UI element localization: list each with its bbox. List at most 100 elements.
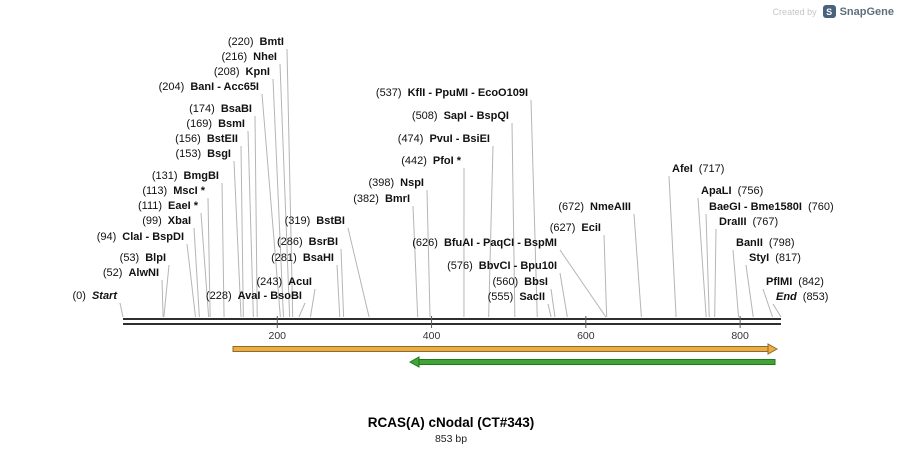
site-position: (228) xyxy=(205,290,232,302)
site-name: NheI xyxy=(253,51,277,63)
site-position: (798) xyxy=(768,237,795,249)
sequence-line xyxy=(123,323,781,325)
site-position: (560) xyxy=(492,276,519,288)
site-label-AlwNI[interactable]: (52) AlwNI xyxy=(103,267,159,280)
leader-line xyxy=(488,145,494,318)
site-label-BanI-Acc65I[interactable]: (204) BanI - Acc65I xyxy=(159,81,259,94)
site-label-BbvCI-Bpu10I[interactable]: (576) BbvCI - Bpu10I xyxy=(447,260,557,273)
site-label-Start[interactable]: (0) Start xyxy=(72,290,117,303)
site-label-EaeI[interactable]: (111) EaeI * xyxy=(138,200,198,213)
site-label-SacII[interactable]: (555) SacII xyxy=(488,291,545,304)
site-position: (216) xyxy=(221,51,248,63)
site-position: (627) xyxy=(549,222,576,234)
site-label-BmrI[interactable]: (382) BmrI xyxy=(353,193,410,206)
site-name: BsrBI xyxy=(308,236,338,248)
site-label-BsaBI[interactable]: (174) BsaBI xyxy=(189,103,252,116)
feature-arrow-forward-head[interactable] xyxy=(767,343,779,355)
site-label-NheI[interactable]: (216) NheI xyxy=(221,51,277,64)
site-name: PfoI * xyxy=(432,155,461,167)
site-name: BanII xyxy=(736,237,763,249)
site-position: (508) xyxy=(411,110,438,122)
site-name: BsaBI xyxy=(220,103,252,115)
leader-line xyxy=(511,122,516,318)
leader-line xyxy=(633,213,642,318)
leader-line xyxy=(261,93,281,318)
site-label-BsmI[interactable]: (169) BsmI xyxy=(186,118,245,131)
site-position: (113) xyxy=(142,185,168,197)
site-position: (169) xyxy=(186,118,213,130)
site-label-ApaLI[interactable]: ApaLI (756) xyxy=(701,185,763,198)
site-position: (99) xyxy=(142,215,162,227)
site-name: BmgBI xyxy=(183,170,219,182)
site-position: (760) xyxy=(807,201,834,213)
feature-arrow-forward[interactable] xyxy=(232,346,769,352)
site-label-SapI-BspQI[interactable]: (508) SapI - BspQI xyxy=(412,110,509,123)
site-label-BbsI[interactable]: (560) BbsI xyxy=(492,276,548,289)
snapgene-logo-icon: S xyxy=(822,5,836,18)
site-label-BstBI[interactable]: (319) BstBI xyxy=(285,215,345,228)
site-label-DraIII[interactable]: DraIII (767) xyxy=(719,216,778,229)
site-position: (767) xyxy=(752,216,779,228)
site-name: AvaI - BsoBI xyxy=(237,290,302,302)
site-label-ClaI-BspDI[interactable]: (94) ClaI - BspDI xyxy=(97,231,184,244)
site-label-StyI[interactable]: StyI (817) xyxy=(749,252,801,265)
watermark: Created by S SnapGene xyxy=(773,5,894,18)
site-position: (576) xyxy=(447,260,473,272)
site-position: (52) xyxy=(102,267,123,279)
leader-line xyxy=(762,288,773,318)
leader-line xyxy=(186,243,197,318)
feature-arrow-reverse[interactable] xyxy=(418,359,776,365)
site-name: BstBI xyxy=(316,215,345,227)
site-position: (243) xyxy=(256,276,283,288)
site-label-BfuAI-PaqCI-BspMI[interactable]: (626) BfuAI - PaqCI - BspMI xyxy=(412,237,557,250)
site-name: Start xyxy=(91,290,117,302)
site-name: BanI - Acc65I xyxy=(190,81,259,93)
leader-line xyxy=(247,130,254,318)
site-name: BmrI xyxy=(384,193,410,205)
site-label-AcuI[interactable]: (243) AcuI xyxy=(256,276,312,289)
site-position: (94) xyxy=(96,231,117,243)
leader-line xyxy=(200,212,210,318)
site-label-AvaI-BsoBI[interactable]: (228) AvaI - BsoBI xyxy=(206,290,302,303)
site-position: (220) xyxy=(227,36,254,48)
site-label-BsrBI[interactable]: (286) BsrBI xyxy=(277,236,338,249)
site-label-XbaI[interactable]: (99) XbaI xyxy=(142,215,191,228)
leader-line xyxy=(772,303,782,318)
site-label-KpnI[interactable]: (208) KpnI xyxy=(214,66,270,79)
feature-arrow-reverse-head[interactable] xyxy=(408,356,420,368)
ruler-tick-label: 800 xyxy=(731,330,749,342)
site-name: BaeGI - Bme1580I xyxy=(709,201,802,213)
leader-line xyxy=(279,63,291,318)
site-position: (474) xyxy=(397,133,424,145)
site-label-BanII[interactable]: BanII (798) xyxy=(736,237,795,250)
leader-line xyxy=(193,227,200,318)
site-label-PfoI[interactable]: (442) PfoI * xyxy=(401,155,461,168)
site-position: (156) xyxy=(175,133,201,145)
site-label-PvuI-BsiEI[interactable]: (474) PvuI - BsiEI xyxy=(398,133,490,146)
site-label-End[interactable]: End (853) xyxy=(776,291,828,304)
leader-line xyxy=(745,264,754,318)
site-label-KflI-PpuMI-EcoO109I[interactable]: (537) KflI - PpuMI - EcoO109I xyxy=(376,87,528,100)
sequence-line xyxy=(123,318,781,320)
site-label-BsgI[interactable]: (153) BsgI xyxy=(175,148,231,161)
site-position: (153) xyxy=(175,148,202,160)
site-label-PflMI[interactable]: PflMI (842) xyxy=(766,276,824,289)
site-label-BlpI[interactable]: (53) BlpI xyxy=(120,252,166,265)
site-label-AfeI[interactable]: AfeI (717) xyxy=(672,163,724,176)
title-block: RCAS(A) cNodal (CT#343) 853 bp xyxy=(0,415,902,445)
site-label-NspI[interactable]: (398) NspI xyxy=(368,177,424,190)
site-label-MscI[interactable]: (113) MscI * xyxy=(142,185,205,198)
site-label-BmgBI[interactable]: (131) BmgBI xyxy=(152,170,219,183)
site-label-BmtI[interactable]: (220) BmtI xyxy=(228,36,284,49)
site-label-BaeGI-Bme1580I[interactable]: BaeGI - Bme1580I (760) xyxy=(709,201,834,214)
site-label-NmeAIII[interactable]: (672) NmeAIII xyxy=(558,201,631,214)
ruler-tick-label: 400 xyxy=(423,330,441,342)
watermark-created-by: Created by xyxy=(772,6,817,17)
site-label-EciI[interactable]: (627) EciI xyxy=(550,222,601,235)
site-label-BstEII[interactable]: (156) BstEII xyxy=(175,133,238,146)
site-position: (537) xyxy=(375,87,402,99)
site-label-BsaHI[interactable]: (281) BsaHI xyxy=(271,252,334,265)
site-position: (286) xyxy=(276,236,303,248)
leader-line xyxy=(347,227,370,318)
